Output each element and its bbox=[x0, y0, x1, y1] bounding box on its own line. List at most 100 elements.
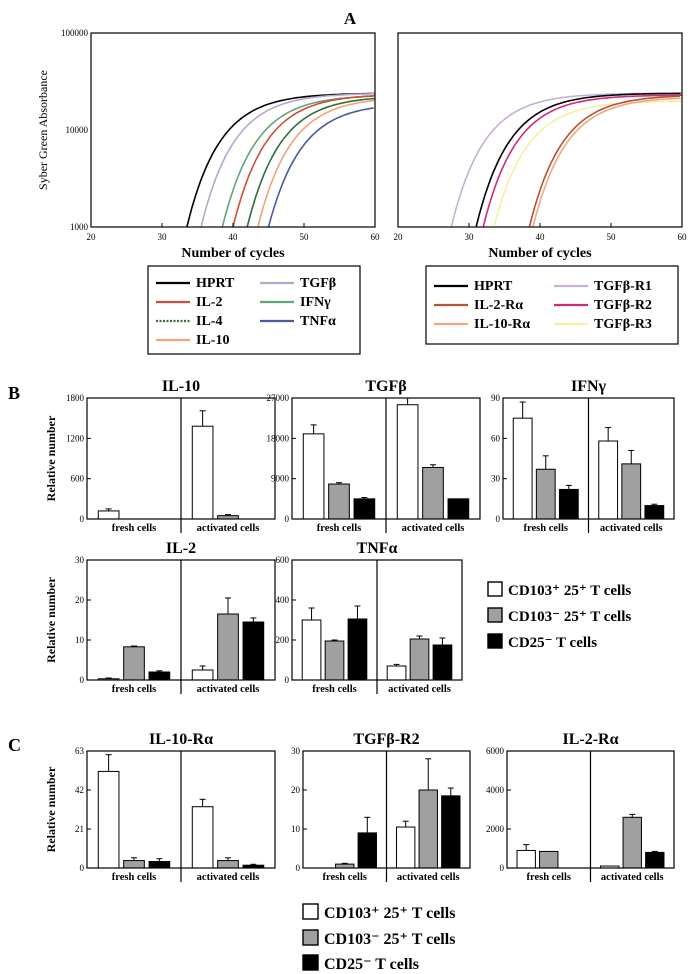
y-axis-label: Syber Green Absorbance bbox=[36, 70, 50, 190]
category-label: fresh cells bbox=[112, 523, 156, 534]
y-tick-label: 30 bbox=[491, 474, 501, 484]
bar bbox=[516, 849, 536, 869]
bar bbox=[191, 806, 214, 869]
legend-label-cd103-positive: CD103⁺ 25⁺ T cells bbox=[508, 583, 631, 599]
bar bbox=[644, 505, 665, 520]
legend-label-tgf-: TGFβ bbox=[300, 276, 336, 291]
bar bbox=[217, 860, 239, 869]
y-tick-label: 30 bbox=[291, 746, 301, 756]
category-label: fresh cells bbox=[524, 523, 568, 534]
bar bbox=[97, 510, 120, 520]
y-tick-label: 10 bbox=[75, 635, 85, 645]
legend-swatch-cd103-negative bbox=[302, 929, 319, 946]
curve-il-2-r- bbox=[528, 95, 680, 228]
qpcr-chart-cytokines: 20 30 40 50 60 1000 10000 100000 Number of cycle… bbox=[36, 28, 380, 261]
category-label: activated cells bbox=[600, 523, 663, 534]
legend-label-tgf-r3: TGFβ-R3 bbox=[594, 317, 652, 332]
curve-tnf- bbox=[267, 107, 374, 228]
curve-il-4 bbox=[246, 97, 376, 228]
bar bbox=[242, 621, 265, 681]
bar bbox=[432, 644, 453, 681]
bar-chart-il10-ra: IL-10-Rα fresh cells activated cells 0 21 42 6… bbox=[44, 731, 276, 883]
category-label: fresh cells bbox=[112, 872, 156, 883]
legend-swatch-cd103-negative bbox=[487, 607, 503, 623]
qpcr-chart-receptors: 20 30 40 50 60 Number of cycles bbox=[394, 32, 687, 261]
curve-il-10 bbox=[257, 99, 375, 228]
curve-hprt bbox=[475, 92, 681, 228]
y-tick-label: 30 bbox=[75, 555, 85, 565]
bar-legend-c: CD103⁺ 25⁺ T cells CD103⁻ 25⁺ T cells CD… bbox=[302, 903, 455, 973]
y-axis-label: Relative number bbox=[44, 577, 58, 663]
legend-label-tgf-r2: TGFβ-R2 bbox=[594, 298, 652, 313]
curve-tgf-r2 bbox=[482, 94, 682, 228]
y-tick-label: 0 bbox=[285, 514, 290, 524]
legend-swatch-cd103-positive bbox=[302, 903, 319, 920]
bar bbox=[396, 826, 416, 869]
y-tick-label: 100000 bbox=[61, 28, 89, 38]
y-tick-label: 600 bbox=[276, 555, 290, 565]
legend-label-tgf-r1: TGFβ-R1 bbox=[594, 279, 652, 294]
y-tick-label: 2000 bbox=[486, 824, 505, 834]
category-label: activated cells bbox=[197, 872, 260, 883]
bar bbox=[418, 789, 438, 869]
x-tick-label: 30 bbox=[465, 232, 475, 242]
y-tick-label: 600 bbox=[71, 474, 85, 484]
x-axis-label: Number of cycles bbox=[488, 246, 592, 261]
x-tick-label: 50 bbox=[607, 232, 617, 242]
legend-label-hprt: HPRT bbox=[474, 279, 513, 294]
category-label: activated cells bbox=[601, 872, 664, 883]
plot-frame bbox=[397, 32, 683, 228]
y-axis-label: Relative number bbox=[44, 766, 58, 852]
category-label: fresh cells bbox=[112, 684, 156, 695]
y-tick-label: 42 bbox=[75, 785, 84, 795]
y-tick-label: 10 bbox=[291, 824, 301, 834]
y-tick-label: 0 bbox=[496, 514, 501, 524]
category-label: activated cells bbox=[197, 523, 260, 534]
plot-frame bbox=[90, 32, 376, 228]
bar bbox=[123, 860, 145, 869]
legend-label-cd25-negative: CD25⁻ T cells bbox=[508, 635, 597, 651]
bar bbox=[328, 483, 350, 520]
legend-swatch-cd103-positive bbox=[487, 581, 503, 597]
legend-label-cd103-positive: CD103⁺ 25⁺ T cells bbox=[324, 905, 455, 922]
chart-title: TGFβ bbox=[365, 378, 406, 395]
bar bbox=[447, 498, 470, 520]
bar bbox=[645, 851, 665, 869]
y-tick-label: 1200 bbox=[66, 433, 85, 443]
y-tick-label: 20 bbox=[291, 785, 301, 795]
bar-chart-il2: IL-2 fresh cells activated cells 0 10 20 30 Rel… bbox=[44, 540, 276, 695]
y-tick-label: 0 bbox=[296, 863, 301, 873]
chart-title: TGFβ-R2 bbox=[353, 731, 419, 748]
bar bbox=[324, 640, 345, 681]
bar-chart-il10: IL-10 fresh cells activated cells 0 600 1200 1… bbox=[44, 378, 276, 534]
x-axis-label: Number of cycles bbox=[181, 246, 285, 261]
bar-chart-il2-ra: IL-2-Rα fresh cells activated cells 0 2000 40… bbox=[486, 731, 675, 883]
legend-label-cd25-negative: CD25⁻ T cells bbox=[324, 956, 419, 973]
legend-receptors: HPRT TGFβ-R1 IL-2-Rα TGFβ-R2 IL-10-Rα TGFβ-R3 bbox=[425, 265, 679, 345]
bar bbox=[422, 466, 444, 520]
y-tick-label: 0 bbox=[500, 863, 505, 873]
category-label: activated cells bbox=[197, 684, 260, 695]
bar bbox=[217, 613, 239, 681]
legend-label-il-2: IL-2 bbox=[196, 295, 222, 310]
x-tick-label: 40 bbox=[536, 232, 546, 242]
bar bbox=[347, 618, 368, 681]
y-tick-label: 400 bbox=[276, 595, 290, 605]
legend-swatch-cd25-negative bbox=[487, 633, 503, 649]
legend-label-cd103-negative: CD103⁻ 25⁺ T cells bbox=[324, 931, 455, 948]
curve-il-10-r- bbox=[532, 97, 681, 228]
y-tick-label: 0 bbox=[80, 863, 85, 873]
legend-label-il-4: IL-4 bbox=[196, 314, 222, 329]
category-label: fresh cells bbox=[323, 872, 367, 883]
chart-title: TNFα bbox=[357, 540, 398, 557]
chart-title: IL-10 bbox=[162, 378, 200, 395]
bar bbox=[191, 669, 214, 681]
panel-label-a: A bbox=[344, 9, 357, 28]
legend-label-cd103-negative: CD103⁻ 25⁺ T cells bbox=[508, 609, 631, 625]
bar bbox=[97, 770, 120, 869]
bar-chart-tgfb: TGFβ fresh cells activated cells 0 9000 18000… bbox=[267, 378, 481, 534]
bar-legend-b: CD103⁺ 25⁺ T cells CD103⁻ 25⁺ T cells CD… bbox=[487, 581, 631, 651]
bar bbox=[191, 425, 214, 520]
legend-label-il-10: IL-10 bbox=[196, 333, 229, 348]
chart-title: IL-10-Rα bbox=[149, 731, 213, 748]
